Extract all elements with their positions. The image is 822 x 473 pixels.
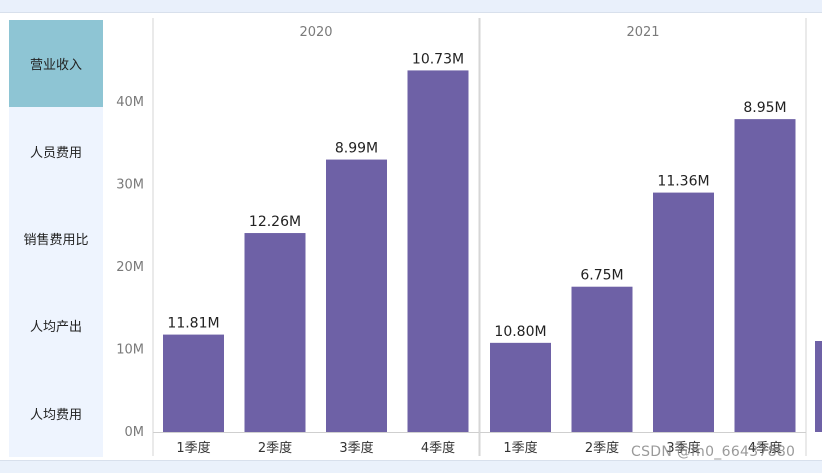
sidebar-item-staff-cost[interactable]: 人员费用 <box>29 145 82 161</box>
y-tick-label: 0M <box>125 425 145 440</box>
y-tick-label: 30M <box>116 177 144 192</box>
y-tick-label: 20M <box>116 260 144 275</box>
x-category-label: 4季度 <box>421 440 455 456</box>
bar-data-label: 6.75M <box>580 268 623 284</box>
x-category-label: 4季度 <box>748 440 782 456</box>
sidebar-item-cost-per-capita[interactable]: 人均费用 <box>29 407 82 423</box>
y-tick-label: 40M <box>116 95 144 110</box>
sidebar-item-sales-cost-ratio[interactable]: 销售费用比 <box>23 233 89 249</box>
x-category-label: 3季度 <box>666 440 700 456</box>
bar <box>407 70 469 432</box>
bar-data-label: 8.99M <box>335 141 378 157</box>
bottom-strip <box>0 460 822 473</box>
x-category-label: 2季度 <box>585 440 619 456</box>
bar <box>163 334 224 432</box>
top-toolbar-strip <box>0 0 822 13</box>
bar-data-label: 10.73M <box>412 51 464 67</box>
partial-bar-next-panel <box>815 341 822 432</box>
panel-header-year: 2021 <box>626 25 659 40</box>
panel-header-year: 2020 <box>299 25 332 40</box>
x-category-label: 3季度 <box>339 440 373 456</box>
x-category-label: 1季度 <box>503 440 537 456</box>
bar-data-label: 10.80M <box>494 324 546 340</box>
sidebar-item-revenue[interactable]: 营业收入 <box>9 20 103 108</box>
sidebar-item-output-per-capita[interactable]: 人均产出 <box>29 320 82 336</box>
bar <box>734 119 796 432</box>
bar <box>326 159 387 432</box>
bar <box>490 342 551 432</box>
bar <box>244 233 306 432</box>
bar-data-label: 12.26M <box>249 214 301 230</box>
bar-data-label: 8.95M <box>743 100 786 116</box>
bar-data-label: 11.36M <box>657 174 709 190</box>
y-tick-label: 10M <box>116 342 144 357</box>
watermark: CSDN @m0_66437880 <box>631 444 796 460</box>
x-category-label: 2季度 <box>258 440 292 456</box>
bar-data-label: 11.81M <box>167 316 219 332</box>
bar <box>653 192 714 432</box>
x-category-label: 1季度 <box>176 440 210 456</box>
bar <box>571 286 633 432</box>
metric-sidebar: 营业收入 人员费用 销售费用比 人均产出 人均费用 <box>9 20 103 457</box>
